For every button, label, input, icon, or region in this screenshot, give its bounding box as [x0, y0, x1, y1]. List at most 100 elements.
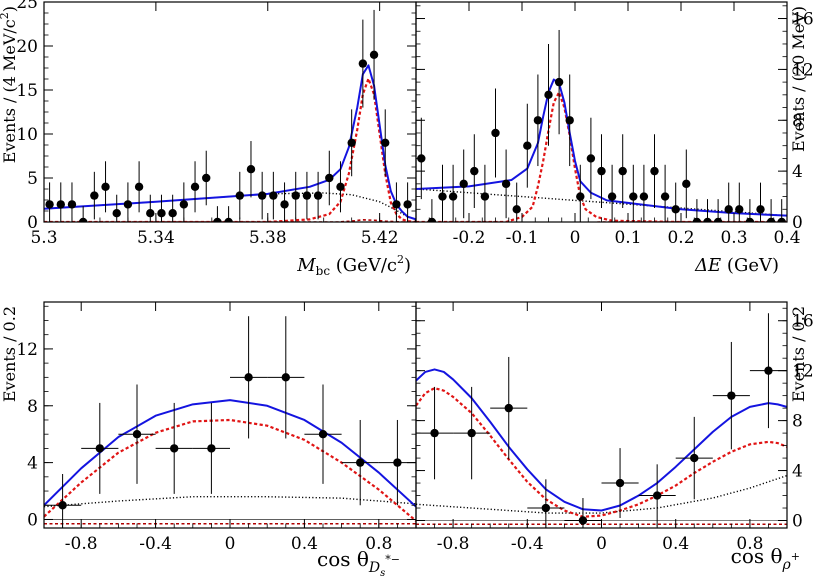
data-point — [155, 402, 193, 494]
data-point — [470, 134, 479, 209]
data-point — [56, 182, 65, 222]
data-point — [302, 171, 312, 220]
data-point — [629, 164, 638, 222]
x-tick-label: 0.4 — [773, 228, 800, 248]
x-axis-label: cos θρ+ — [731, 544, 800, 573]
x-axis-label: cos θDs*− — [317, 547, 400, 577]
data-point — [224, 206, 233, 222]
x-tick-label: 0.4 — [662, 534, 689, 554]
data-point — [491, 88, 500, 178]
background-curve — [44, 496, 416, 508]
data-point — [44, 473, 82, 528]
data-marker — [618, 166, 627, 176]
data-point — [480, 164, 490, 222]
data-marker — [692, 217, 702, 222]
data-point — [134, 161, 144, 213]
data-marker — [615, 478, 625, 488]
data-marker — [101, 182, 110, 191]
data-marker — [417, 154, 426, 163]
data-point — [554, 29, 564, 135]
data-point — [168, 194, 177, 222]
y-tick-label: 15 — [16, 81, 38, 101]
data-marker — [501, 179, 511, 189]
data-point — [235, 171, 244, 220]
data-point — [313, 171, 323, 220]
data-marker — [565, 116, 574, 125]
x-tick-label: -0.1 — [506, 228, 539, 248]
data-marker — [629, 192, 638, 201]
data-point — [267, 316, 305, 439]
data-point — [78, 206, 88, 222]
x-tick-label: 0.3 — [720, 228, 747, 248]
data-point — [192, 402, 230, 494]
data-marker — [347, 138, 356, 147]
y-tick-label: 8 — [27, 397, 38, 417]
data-point — [112, 194, 121, 222]
data-point — [246, 141, 256, 198]
data-marker — [202, 173, 211, 183]
data-marker — [369, 50, 379, 59]
data-marker — [318, 429, 328, 439]
data-point — [597, 134, 606, 209]
data-point — [533, 74, 543, 167]
data-point — [512, 182, 521, 222]
data-marker — [146, 209, 155, 218]
x-tick-label: 5.38 — [249, 228, 287, 248]
data-marker — [660, 192, 670, 201]
data-point — [347, 109, 356, 177]
data-point — [403, 182, 412, 222]
plot-area-de — [416, 29, 787, 222]
data-marker — [403, 200, 412, 209]
data-point — [81, 402, 119, 494]
data-marker — [302, 191, 312, 200]
data-point — [586, 117, 596, 200]
data-marker — [504, 403, 513, 413]
data-point — [45, 182, 54, 222]
x-tick-label: 0 — [570, 228, 581, 248]
x-tick-label: -0.8 — [437, 534, 470, 554]
data-marker — [157, 209, 166, 218]
data-marker — [393, 458, 402, 467]
data-point — [675, 416, 713, 500]
data-point — [565, 74, 574, 167]
data-marker — [724, 205, 733, 214]
x-tick-label: 0.8 — [736, 534, 763, 554]
data-marker — [467, 428, 476, 438]
data-marker — [576, 192, 585, 201]
data-marker — [512, 205, 521, 214]
data-marker — [682, 179, 691, 189]
data-point — [304, 384, 342, 484]
x-axis-label: ΔE (GeV) — [694, 255, 779, 276]
y-tick-label: 0 — [792, 213, 803, 233]
data-marker — [358, 59, 368, 68]
data-point — [745, 199, 755, 222]
y-tick-label: 5 — [27, 169, 38, 189]
data-marker — [756, 205, 765, 214]
data-marker — [56, 200, 65, 209]
x-tick-label: 5.34 — [137, 228, 175, 248]
data-marker — [45, 200, 54, 209]
data-point — [601, 448, 639, 519]
y-axis-label: Events / 0.2 — [0, 306, 19, 402]
data-point — [101, 161, 110, 213]
data-marker — [132, 429, 142, 439]
y-axis-label: Events / 0.2 — [789, 306, 808, 402]
data-point — [90, 171, 99, 220]
data-point — [118, 384, 156, 484]
data-marker — [67, 200, 77, 209]
x-tick-label: -0.4 — [511, 534, 544, 554]
data-marker — [168, 209, 177, 218]
data-point — [639, 164, 649, 222]
data-marker — [448, 192, 458, 201]
data-point — [777, 199, 786, 222]
data-point — [682, 149, 691, 219]
x-tick-label: 0.8 — [365, 534, 392, 554]
data-marker — [650, 166, 659, 176]
data-point — [416, 386, 454, 480]
x-tick-label: 0.2 — [667, 228, 694, 248]
data-marker — [95, 444, 105, 453]
background-curve — [416, 474, 787, 514]
data-marker — [430, 428, 439, 438]
